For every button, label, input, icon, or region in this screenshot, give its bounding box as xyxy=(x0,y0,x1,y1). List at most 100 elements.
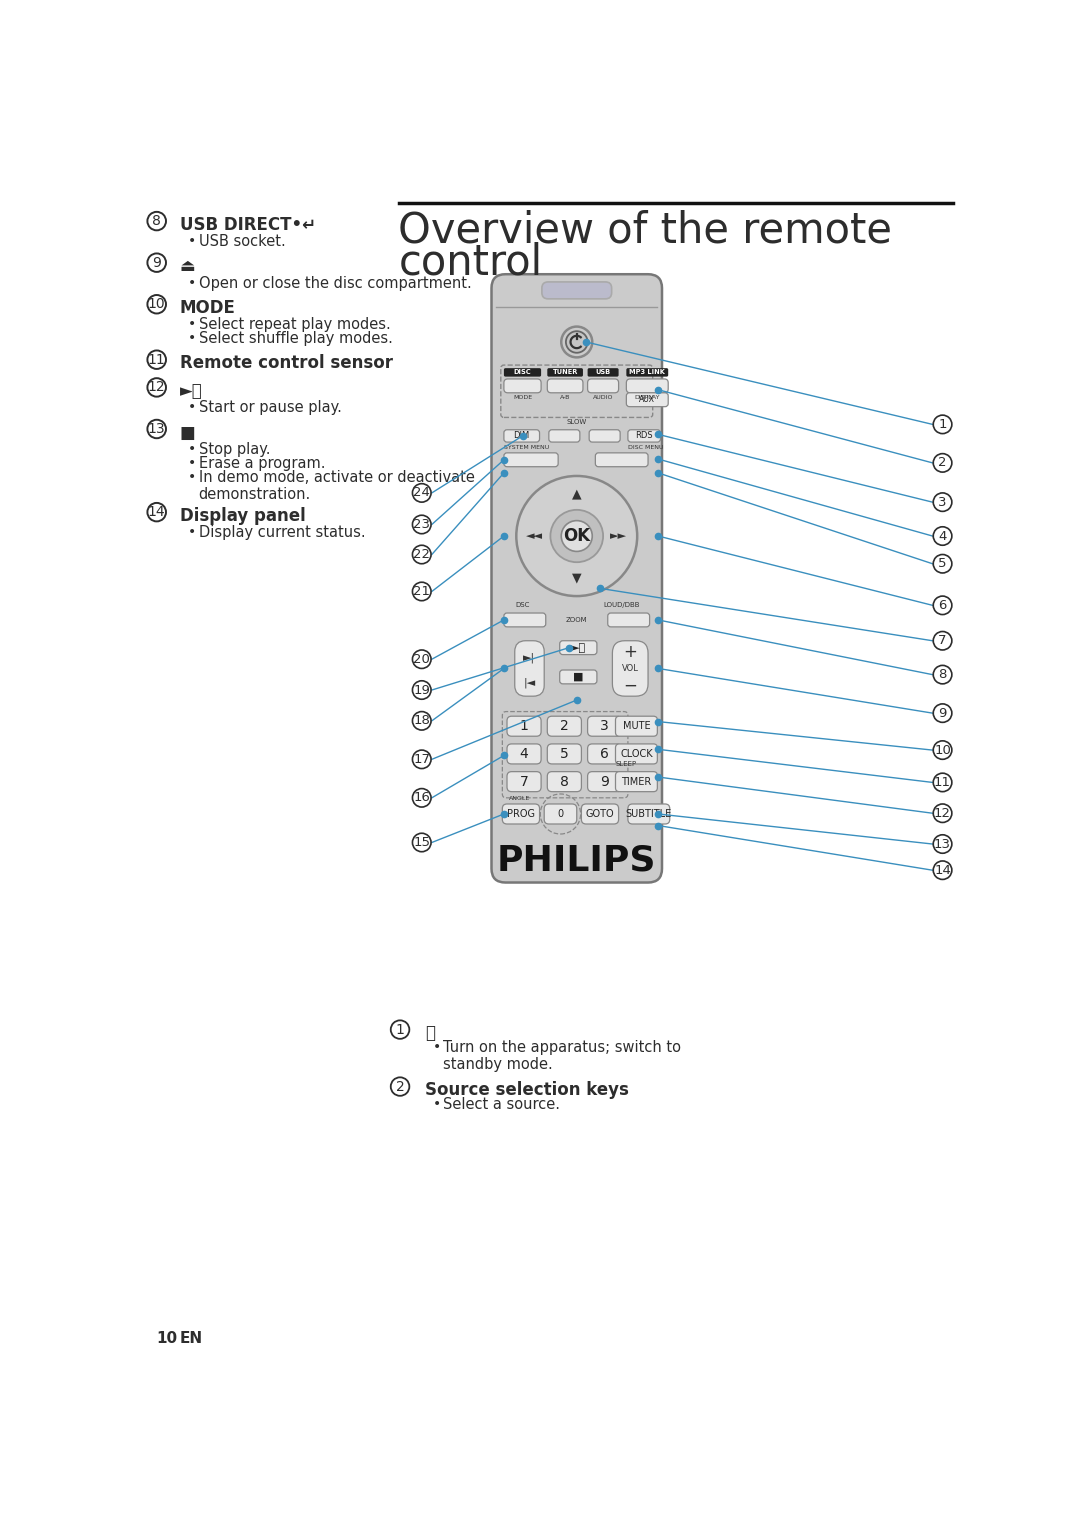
Text: 0: 0 xyxy=(557,808,564,819)
FancyBboxPatch shape xyxy=(559,640,597,654)
FancyBboxPatch shape xyxy=(507,717,541,736)
Text: USB socket.: USB socket. xyxy=(199,234,285,249)
Text: AUDIO: AUDIO xyxy=(593,396,613,400)
Text: 12: 12 xyxy=(934,807,951,819)
Text: VOL: VOL xyxy=(622,665,638,672)
Text: 3: 3 xyxy=(939,495,947,509)
FancyBboxPatch shape xyxy=(548,772,581,792)
FancyBboxPatch shape xyxy=(548,717,581,736)
FancyBboxPatch shape xyxy=(507,744,541,764)
Text: 4: 4 xyxy=(939,530,947,542)
Text: 10: 10 xyxy=(148,298,165,312)
FancyBboxPatch shape xyxy=(504,613,545,626)
Text: Overview of the remote: Overview of the remote xyxy=(399,209,892,252)
FancyBboxPatch shape xyxy=(588,744,622,764)
FancyBboxPatch shape xyxy=(542,283,611,299)
Text: Select shuffle play modes.: Select shuffle play modes. xyxy=(199,332,392,347)
Text: 2: 2 xyxy=(395,1080,404,1094)
Text: ▲: ▲ xyxy=(572,487,581,500)
Text: ►⏸: ►⏸ xyxy=(570,643,585,652)
Text: 21: 21 xyxy=(414,585,430,597)
Text: 15: 15 xyxy=(414,836,430,850)
Text: Select repeat play modes.: Select repeat play modes. xyxy=(199,318,390,332)
Text: 12: 12 xyxy=(148,380,165,394)
Text: 6: 6 xyxy=(939,599,947,611)
Text: EN: EN xyxy=(180,1331,203,1346)
Text: •: • xyxy=(188,275,195,290)
Text: 1: 1 xyxy=(519,720,528,733)
Text: •: • xyxy=(433,1039,441,1054)
FancyBboxPatch shape xyxy=(504,379,541,393)
Text: ■: ■ xyxy=(573,672,583,681)
Text: 1: 1 xyxy=(939,417,947,431)
Text: 20: 20 xyxy=(414,652,430,666)
Circle shape xyxy=(566,332,588,353)
Text: CLOCK: CLOCK xyxy=(620,749,652,759)
Text: 8: 8 xyxy=(152,214,161,228)
Text: ►|: ►| xyxy=(524,652,536,663)
FancyBboxPatch shape xyxy=(608,613,649,626)
Text: MODE: MODE xyxy=(180,299,235,316)
Text: 2: 2 xyxy=(559,720,569,733)
Text: DISC: DISC xyxy=(514,370,531,376)
Text: •: • xyxy=(188,332,195,345)
FancyBboxPatch shape xyxy=(504,429,540,442)
FancyBboxPatch shape xyxy=(588,379,619,393)
FancyBboxPatch shape xyxy=(595,452,648,466)
Text: 5: 5 xyxy=(939,558,947,570)
Text: OK: OK xyxy=(563,527,591,545)
FancyBboxPatch shape xyxy=(590,429,620,442)
Text: 4: 4 xyxy=(519,747,528,761)
Text: 7: 7 xyxy=(939,634,947,648)
FancyBboxPatch shape xyxy=(627,429,661,442)
Text: 2: 2 xyxy=(939,457,947,469)
FancyBboxPatch shape xyxy=(544,804,577,824)
FancyBboxPatch shape xyxy=(612,640,648,697)
Text: Display panel: Display panel xyxy=(180,507,306,524)
Text: 22: 22 xyxy=(414,549,430,561)
Text: Source selection keys: Source selection keys xyxy=(424,1082,629,1099)
Text: DSC: DSC xyxy=(515,602,529,608)
Text: 1: 1 xyxy=(395,1022,405,1036)
Text: RDS: RDS xyxy=(635,431,653,440)
Text: ►►: ►► xyxy=(610,532,627,541)
FancyBboxPatch shape xyxy=(507,772,541,792)
Text: 23: 23 xyxy=(414,518,430,530)
Text: Display current status.: Display current status. xyxy=(199,526,365,541)
Text: LOUD/DBB: LOUD/DBB xyxy=(604,602,640,608)
Text: 7: 7 xyxy=(519,775,528,788)
FancyBboxPatch shape xyxy=(548,379,583,393)
Text: USB DIRECT•↵: USB DIRECT•↵ xyxy=(180,215,316,234)
Text: •: • xyxy=(188,526,195,539)
Text: •: • xyxy=(188,234,195,248)
Text: 8: 8 xyxy=(939,668,947,681)
Text: 14: 14 xyxy=(148,506,165,520)
Text: Remote control sensor: Remote control sensor xyxy=(180,354,393,373)
FancyBboxPatch shape xyxy=(549,429,580,442)
Text: 10: 10 xyxy=(934,744,951,756)
Text: AUX: AUX xyxy=(639,396,656,405)
Text: GOTO: GOTO xyxy=(585,808,615,819)
Text: 11: 11 xyxy=(148,353,165,367)
Text: DISPLAY: DISPLAY xyxy=(635,396,660,400)
Text: •: • xyxy=(188,455,195,471)
FancyBboxPatch shape xyxy=(588,717,622,736)
Text: 14: 14 xyxy=(934,863,951,877)
Text: ◄◄: ◄◄ xyxy=(526,532,543,541)
Text: 10: 10 xyxy=(157,1331,178,1346)
Text: 13: 13 xyxy=(148,422,165,435)
Circle shape xyxy=(562,521,592,552)
FancyBboxPatch shape xyxy=(616,717,658,736)
Text: ►⏸: ►⏸ xyxy=(180,382,203,400)
Text: ⏏: ⏏ xyxy=(180,257,195,275)
FancyBboxPatch shape xyxy=(491,274,662,883)
Text: Start or pause play.: Start or pause play. xyxy=(199,400,341,416)
FancyBboxPatch shape xyxy=(502,804,540,824)
FancyBboxPatch shape xyxy=(616,772,658,792)
Text: Stop play.: Stop play. xyxy=(199,442,270,457)
Text: ▼: ▼ xyxy=(572,571,581,585)
FancyBboxPatch shape xyxy=(504,452,558,466)
FancyBboxPatch shape xyxy=(627,804,670,824)
Text: Open or close the disc compartment.: Open or close the disc compartment. xyxy=(199,275,471,290)
FancyBboxPatch shape xyxy=(588,368,619,376)
